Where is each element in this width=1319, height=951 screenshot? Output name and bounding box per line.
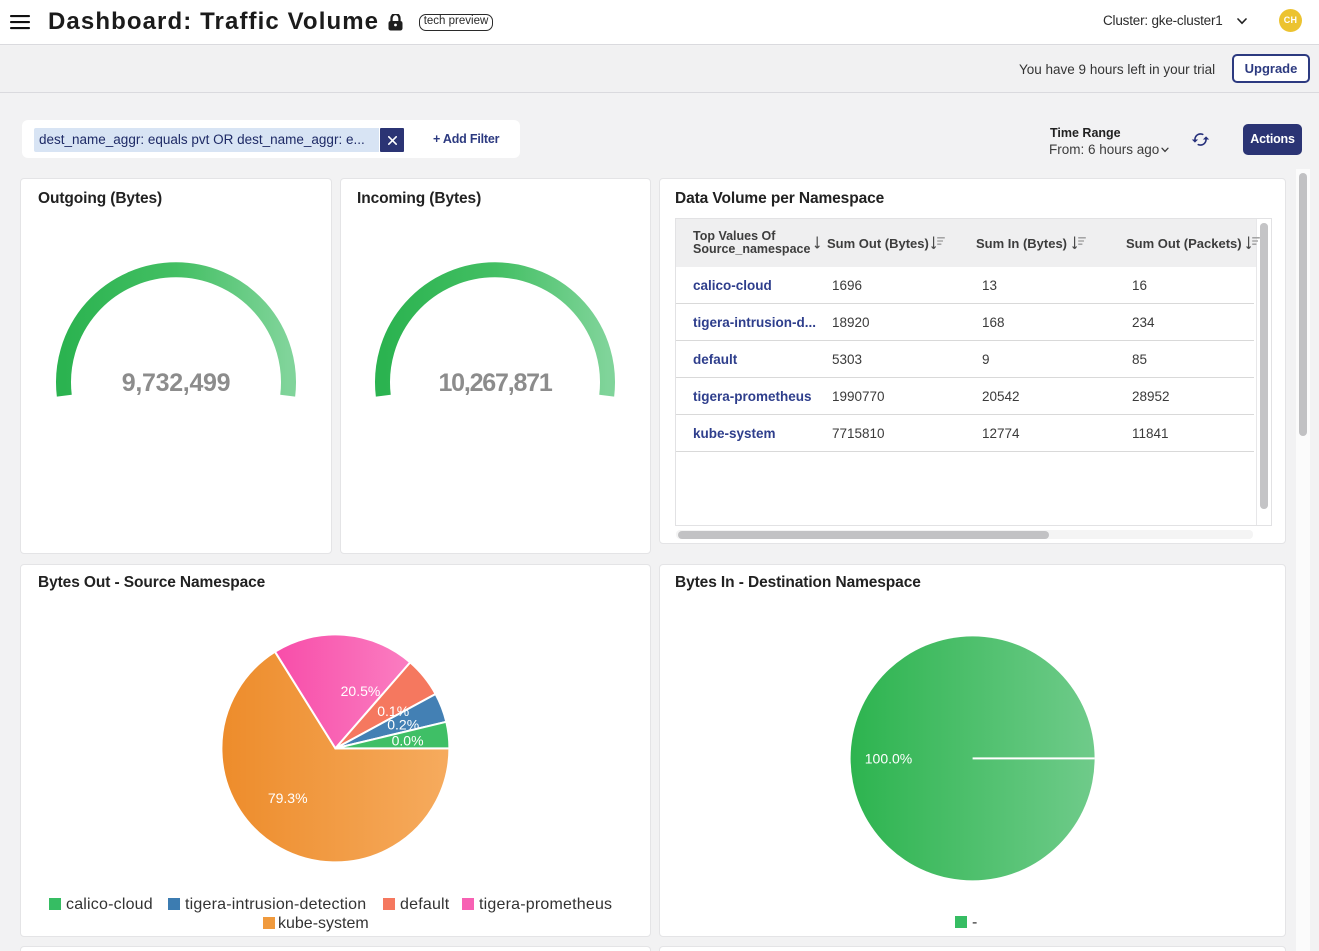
svg-text:9,732,499: 9,732,499	[122, 369, 231, 397]
svg-text:0.0%: 0.0%	[392, 733, 424, 749]
svg-text:0.2%: 0.2%	[387, 716, 419, 732]
svg-text:10,267,871: 10,267,871	[438, 369, 552, 397]
svg-text:0.1%: 0.1%	[377, 703, 409, 719]
svg-text:20.5%: 20.5%	[341, 683, 381, 699]
svg-text:79.3%: 79.3%	[268, 790, 308, 806]
svg-text:100.0%: 100.0%	[865, 750, 912, 766]
